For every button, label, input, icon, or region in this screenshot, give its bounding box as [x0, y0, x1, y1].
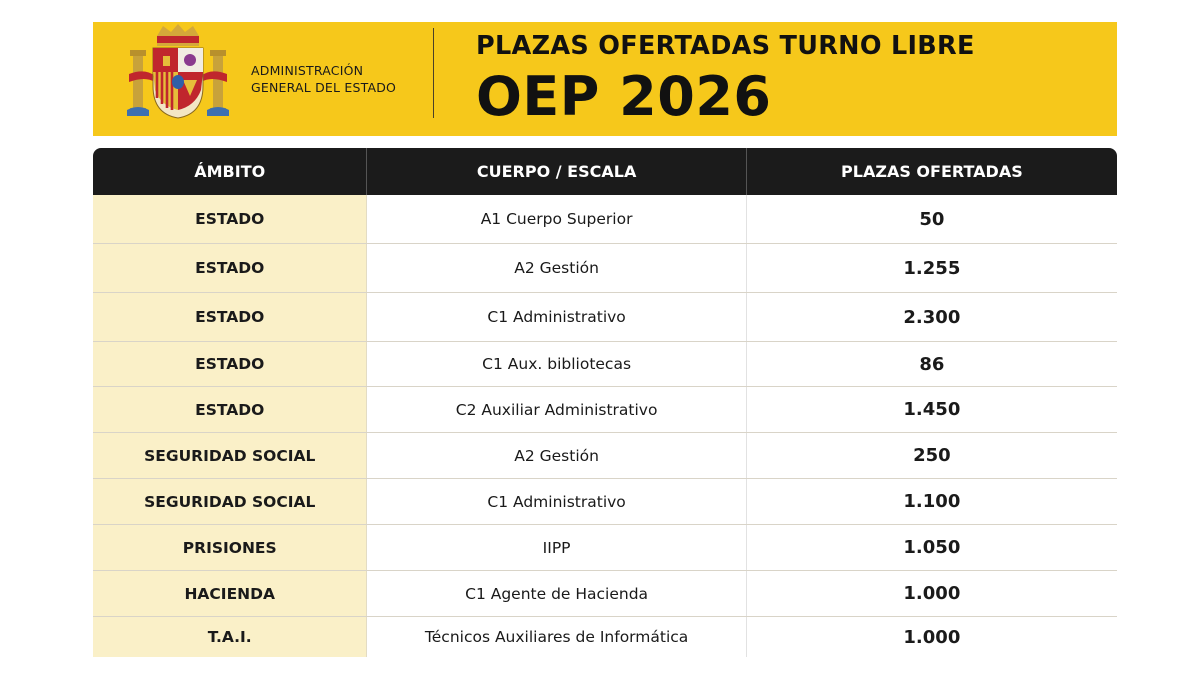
page-subtitle: PLAZAS OFERTADAS TURNO LIBRE — [476, 31, 975, 61]
cell-plazas: 1.000 — [903, 626, 961, 648]
cell-cuerpo: A2 Gestión — [367, 433, 747, 478]
cell-ambito: ESTADO — [93, 342, 368, 386]
organization-line-1: ADMINISTRACIÓN — [251, 63, 364, 78]
cell-plazas: 1.000 — [903, 583, 961, 604]
cell-plazas: 2.300 — [903, 306, 961, 328]
cell-cuerpo: C2 Auxiliar Administrativo — [367, 387, 747, 432]
coat-of-arms-of-spain-icon — [127, 24, 229, 119]
header-banner: ADMINISTRACIÓN GENERAL DEL ESTADO PLAZAS… — [93, 22, 1117, 136]
cell-ambito: SEGURIDAD SOCIAL — [93, 479, 368, 524]
cell-ambito: T.A.I. — [93, 617, 368, 657]
cell-cuerpo: A1 Cuerpo Superior — [367, 195, 747, 243]
cell-plazas: 1.450 — [903, 399, 961, 420]
cell-ambito: ESTADO — [93, 293, 368, 341]
page-title: OEP 2026 — [476, 65, 772, 128]
table-row: ESTADO A1 Cuerpo Superior 50 — [93, 195, 1117, 244]
cell-cuerpo: C1 Administrativo — [367, 479, 747, 524]
cell-cuerpo: A2 Gestión — [367, 244, 747, 292]
cell-plazas: 250 — [913, 445, 951, 466]
table-row: ESTADO A2 Gestión 1.255 — [93, 244, 1117, 293]
cell-cuerpo: C1 Aux. bibliotecas — [367, 342, 747, 386]
cell-plazas: 1.100 — [903, 491, 961, 512]
table-header: ÁMBITO CUERPO / ESCALA PLAZAS OFERTADAS — [93, 148, 1117, 195]
cell-ambito: ESTADO — [93, 244, 368, 292]
cell-plazas: 1.255 — [903, 257, 961, 279]
organization-name: ADMINISTRACIÓN GENERAL DEL ESTADO — [251, 62, 396, 96]
cell-plazas: 1.050 — [903, 537, 961, 558]
cell-cuerpo: C1 Administrativo — [367, 293, 747, 341]
cell-cuerpo: IIPP — [367, 525, 747, 570]
table-row: ESTADO C2 Auxiliar Administrativo 1.450 — [93, 387, 1117, 433]
cell-plazas: 50 — [919, 208, 945, 230]
header-divider — [433, 28, 434, 118]
organization-line-2: GENERAL DEL ESTADO — [251, 80, 397, 95]
column-header-ambito: ÁMBITO — [93, 148, 368, 195]
table-row: ESTADO C1 Administrativo 2.300 — [93, 293, 1117, 342]
table-row: HACIENDA C1 Agente de Hacienda 1.000 — [93, 571, 1117, 617]
column-header-cuerpo: CUERPO / ESCALA — [367, 148, 747, 195]
table-row: SEGURIDAD SOCIAL C1 Administrativo 1.100 — [93, 479, 1117, 525]
table-row: SEGURIDAD SOCIAL A2 Gestión 250 — [93, 433, 1117, 479]
table-body: ESTADO A1 Cuerpo Superior 50 ESTADO A2 Gesti… — [93, 195, 1117, 657]
table-row: PRISIONES IIPP 1.050 — [93, 525, 1117, 571]
plazas-table: ÁMBITO CUERPO / ESCALA PLAZAS OFERTADAS … — [93, 148, 1117, 657]
cell-ambito: ESTADO — [93, 387, 368, 432]
table-row: T.A.I. Técnicos Auxiliares de Informática… — [93, 617, 1117, 657]
table-row: ESTADO C1 Aux. bibliotecas 86 — [93, 342, 1117, 387]
cell-cuerpo: C1 Agente de Hacienda — [367, 571, 747, 616]
cell-ambito: ESTADO — [93, 195, 368, 243]
cell-cuerpo: Técnicos Auxiliares de Informática — [367, 617, 747, 657]
cell-ambito: HACIENDA — [93, 571, 368, 616]
cell-plazas: 86 — [919, 353, 945, 375]
cell-ambito: SEGURIDAD SOCIAL — [93, 433, 368, 478]
cell-ambito: PRISIONES — [93, 525, 368, 570]
column-header-plazas: PLAZAS OFERTADAS — [841, 162, 1023, 181]
